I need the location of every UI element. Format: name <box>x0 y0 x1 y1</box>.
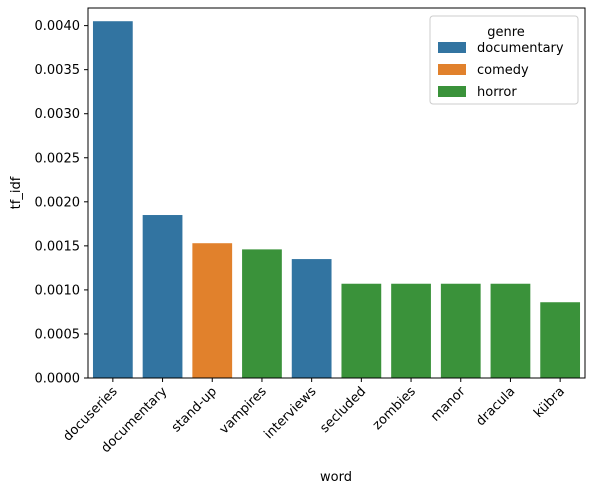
bar-kübra <box>540 302 581 378</box>
y-tick-label: 0.0015 <box>35 239 81 254</box>
bar-documentary <box>142 215 183 378</box>
plot-frame <box>87 7 586 379</box>
x-tick-label-secluded: secluded <box>317 384 369 436</box>
bar-manor <box>440 283 481 378</box>
legend-title: genre <box>487 25 525 40</box>
legend-frame <box>429 15 579 105</box>
y-tick-label: 0.0040 <box>35 19 81 34</box>
x-axis: docuseriesdocumentarystand-upvampiresint… <box>61 378 568 456</box>
bars-group <box>92 21 581 378</box>
x-tick-label-zombies: zombies <box>370 384 419 433</box>
bar-dracula <box>490 283 531 378</box>
legend: genre documentary comedy horror <box>429 15 579 105</box>
x-tick-label-stand-up: stand-up <box>169 384 220 435</box>
y-tick-label: 0.0010 <box>35 283 81 298</box>
bar-docuseries <box>92 21 133 378</box>
legend-label-horror: horror <box>477 85 517 100</box>
legend-label-documentary: documentary <box>477 41 564 56</box>
x-tick-label-interviews: interviews <box>261 384 319 442</box>
y-axis: 0.0000 0.0005 0.0010 0.0015 0.0020 0.0025 0.00… <box>35 19 88 387</box>
bar-stand-up <box>192 243 233 378</box>
x-tick-label-kübra: kübra <box>531 384 568 421</box>
y-axis-title: tf_idf <box>9 176 24 209</box>
legend-swatch-documentary <box>438 42 466 53</box>
x-axis-title: word <box>320 470 352 485</box>
legend-swatch-comedy <box>438 64 466 75</box>
x-tick-label-dracula: dracula <box>473 384 518 429</box>
y-tick-label: 0.0005 <box>35 327 81 342</box>
x-tick-label-vampires: vampires <box>217 384 270 437</box>
bar-vampires <box>242 249 282 378</box>
x-tick-label-manor: manor <box>428 384 469 425</box>
bar-secluded <box>341 283 382 378</box>
y-tick-label: 0.0000 <box>35 372 81 387</box>
y-tick-label: 0.0035 <box>35 63 81 78</box>
bar-interviews <box>291 259 332 378</box>
y-tick-label: 0.0020 <box>35 195 81 210</box>
bar-zombies <box>391 283 431 378</box>
y-tick-label: 0.0030 <box>35 107 81 122</box>
legend-label-comedy: comedy <box>477 63 529 78</box>
y-tick-label: 0.0025 <box>35 151 81 166</box>
legend-swatch-horror <box>438 86 466 97</box>
